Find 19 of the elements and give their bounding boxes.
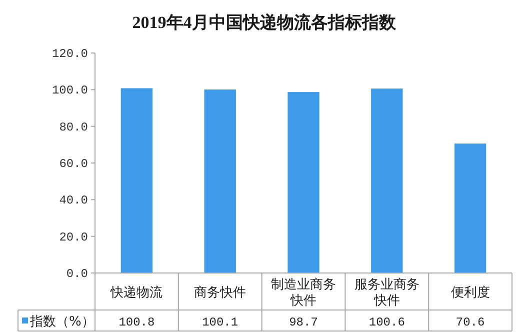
data-label: 70.6 xyxy=(456,316,485,330)
y-tick-label: 40.0 xyxy=(59,194,88,208)
y-tick-label: 0.0 xyxy=(66,267,88,281)
y-tick-label: 100.0 xyxy=(52,84,88,98)
data-label: 100.1 xyxy=(202,316,238,330)
x-tick-label: 商务快件 xyxy=(194,286,246,300)
y-tick-label: 60.0 xyxy=(59,157,88,171)
x-tick-label: 制造业商务快件 xyxy=(271,278,336,308)
x-tick-label: 服务业商务快件 xyxy=(354,278,420,308)
y-tick-label: 80.0 xyxy=(59,120,88,134)
chart-title: 2019年4月中国快递物流各指标指数 xyxy=(132,13,397,32)
data-label: 100.8 xyxy=(118,316,155,330)
legend-label: 指数（%） xyxy=(29,314,94,330)
y-tick-label: 20.0 xyxy=(59,230,88,244)
data-label: 98.7 xyxy=(289,316,318,330)
x-tick-label: 快递物流 xyxy=(110,284,163,300)
y-tick-label: 120.0 xyxy=(52,47,88,61)
data-label: 100.6 xyxy=(368,316,405,330)
x-tick-label: 便利度 xyxy=(450,284,490,300)
